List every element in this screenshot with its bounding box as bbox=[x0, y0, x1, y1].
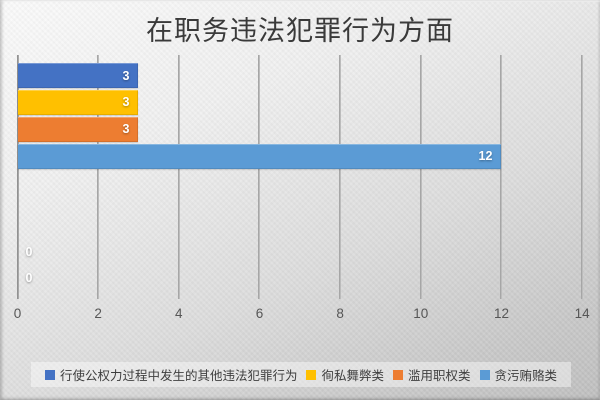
legend-item-0[interactable]: 行使公权力过程中发生的其他违法犯罪行为 bbox=[44, 365, 298, 384]
gridline bbox=[97, 55, 100, 299]
gridline bbox=[258, 55, 261, 299]
bar-data-label: 12 bbox=[478, 149, 493, 164]
gridline bbox=[419, 55, 422, 299]
chart-title: 在职务违法犯罪行为方面 bbox=[146, 16, 454, 47]
legend-item-3[interactable]: 贪污贿赂类 bbox=[479, 365, 558, 384]
zero-data-label: 0 bbox=[25, 245, 33, 259]
x-tick-label: 10 bbox=[413, 306, 429, 321]
legend-item-label: 徇私舞弊类 bbox=[321, 369, 384, 383]
gridline bbox=[177, 55, 180, 299]
legend-swatch-icon bbox=[393, 369, 403, 380]
bar-data-label: 3 bbox=[122, 68, 130, 83]
bar-data-label: 3 bbox=[122, 122, 130, 137]
x-tick-label: 14 bbox=[574, 306, 590, 321]
legend-item-label: 贪污贿赂类 bbox=[494, 369, 558, 383]
gridline bbox=[581, 55, 584, 299]
x-tick-label: 6 bbox=[255, 306, 264, 321]
legend-swatch-icon bbox=[44, 369, 55, 380]
legend-item-label: 行使公权力过程中发生的其他违法犯罪行为 bbox=[59, 369, 298, 383]
x-tick-label: 12 bbox=[493, 306, 509, 321]
x-tick-label: 4 bbox=[175, 306, 183, 321]
bar-series-2[interactable]: 3 bbox=[17, 116, 139, 142]
legend: 行使公权力过程中发生的其他违法犯罪行为 徇私舞弊类 滥用职权类 贪污贿赂类 bbox=[31, 362, 571, 387]
gridline bbox=[500, 55, 503, 299]
legend-swatch-icon bbox=[306, 369, 317, 380]
zero-data-label: 0 bbox=[25, 271, 33, 285]
bar-series-3[interactable]: 12 bbox=[17, 143, 502, 169]
value-axis-line bbox=[16, 55, 19, 299]
x-tick-label: 2 bbox=[94, 306, 102, 321]
gridline bbox=[339, 55, 342, 299]
legend-swatch-icon bbox=[479, 369, 490, 380]
legend-item-1[interactable]: 徇私舞弊类 bbox=[306, 365, 384, 384]
x-tick-label: 8 bbox=[336, 306, 344, 321]
bar-series-1[interactable]: 3 bbox=[17, 89, 139, 115]
x-tick-label: 0 bbox=[13, 306, 22, 321]
bar-series-0[interactable]: 3 bbox=[17, 63, 139, 88]
legend-item-2[interactable]: 滥用职权类 bbox=[393, 365, 471, 384]
legend-item-label: 滥用职权类 bbox=[408, 369, 471, 383]
bar-data-label: 3 bbox=[122, 95, 130, 110]
